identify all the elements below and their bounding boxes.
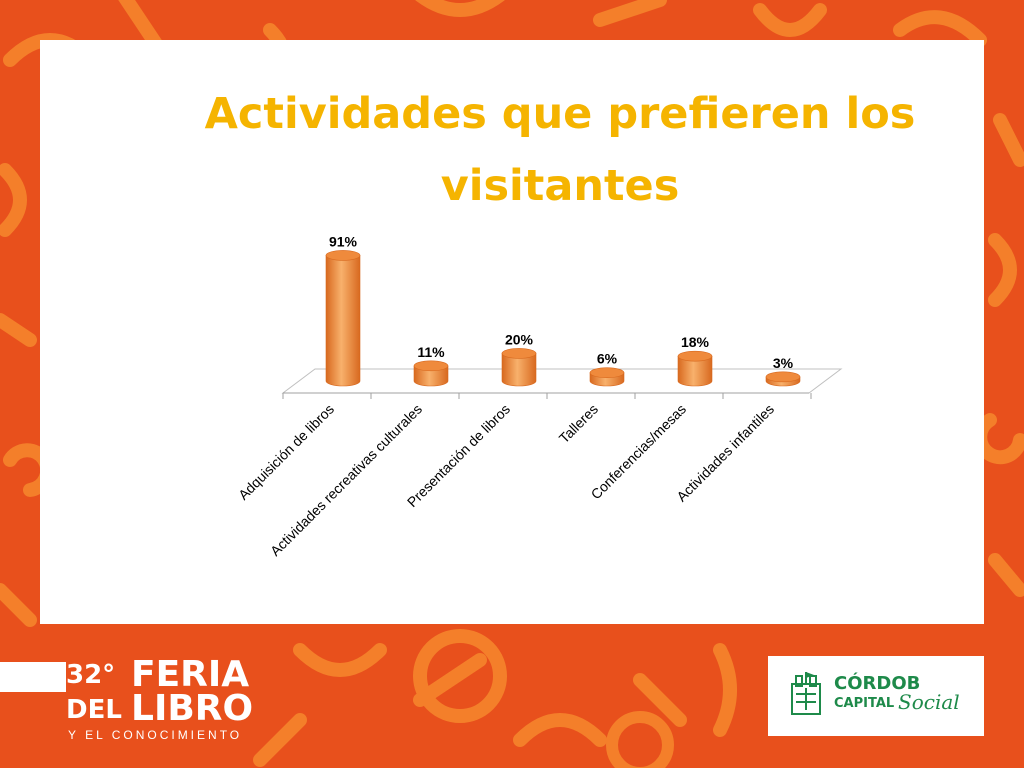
chart-floor <box>281 368 843 394</box>
category-label-6: Actividades infantiles <box>673 401 777 505</box>
data-label-6: 3% <box>773 355 794 371</box>
logo-cordoba-line3: Social <box>898 690 960 714</box>
logo-line1: FERIA <box>131 654 250 695</box>
category-label-3: Presentación de libros <box>404 401 513 510</box>
data-label-1: 91% <box>329 233 358 249</box>
cordoba-capital-social-logo: CÓRDOB CAPITAL Social <box>768 656 984 736</box>
logo-cordoba-line2: CAPITAL <box>834 696 895 711</box>
logo-line2-prefix: DEL <box>66 695 122 725</box>
logo-line2: LIBRO <box>131 688 254 729</box>
bar-1 <box>325 250 361 387</box>
category-label-4: Talleres <box>556 401 601 446</box>
logo-bar <box>0 662 66 692</box>
logo-subtitle: Y EL CONOCIMIENTO <box>68 728 243 742</box>
category-label-2: Actividades recreativas culturales <box>267 401 425 559</box>
feria-del-libro-logo: 32° FERIA DEL LIBRO Y EL CONOCIMIENTO <box>0 654 254 742</box>
bar-3 <box>501 348 537 387</box>
logo-cordoba-line1: CÓRDOB <box>834 673 921 694</box>
bar-5 <box>677 350 713 387</box>
chart-title: Actividades que prefieren los visitantes <box>204 89 916 211</box>
category-label-1: Adquisición de libros <box>235 401 337 503</box>
city-crest-icon <box>791 672 821 715</box>
bar-2 <box>413 360 449 387</box>
data-label-4: 6% <box>597 351 618 367</box>
slide-panel <box>40 40 984 624</box>
data-label-2: 11% <box>417 344 445 360</box>
data-label-3: 20% <box>505 331 534 347</box>
logo-edition-number: 32° <box>66 660 116 690</box>
category-label-5: Conferencias/mesas <box>588 401 690 503</box>
data-label-5: 18% <box>681 334 710 350</box>
bar-4 <box>589 367 625 387</box>
bar-6 <box>765 371 801 387</box>
